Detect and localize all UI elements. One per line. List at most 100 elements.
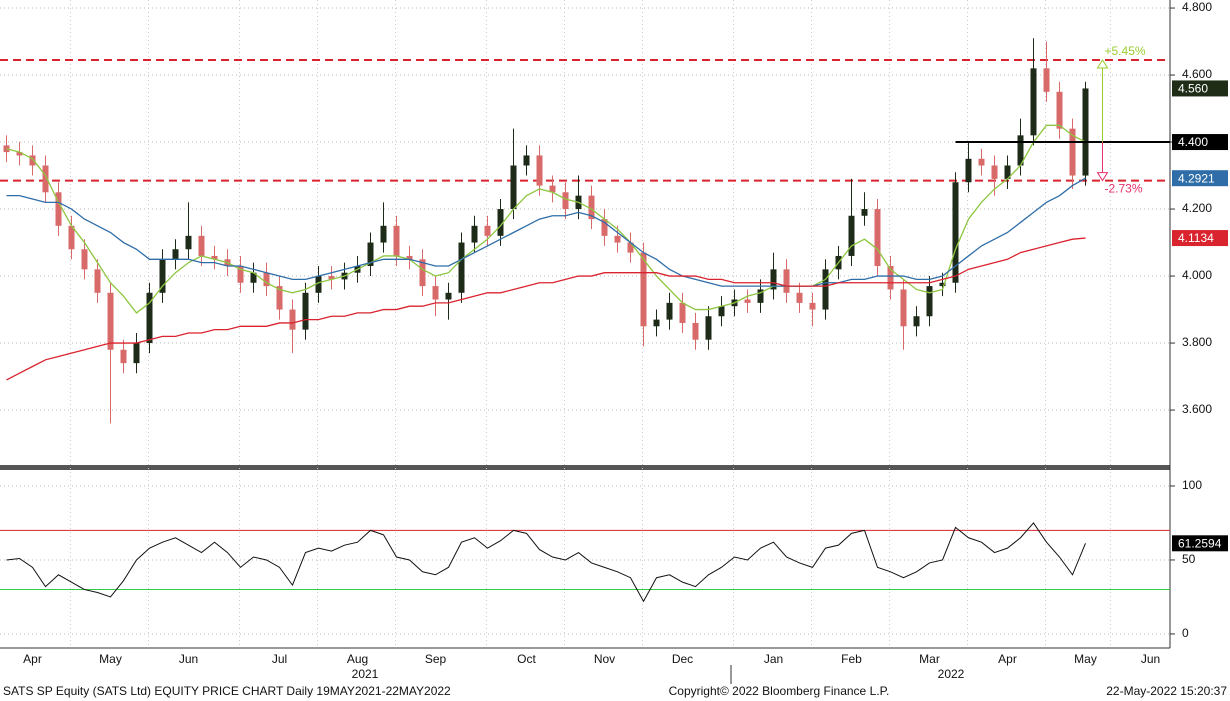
x-tick-label: Oct [517,652,536,666]
candle-body [367,242,374,267]
x-tick-label: Aug [347,652,368,666]
x-tick-label: Jul [272,652,287,666]
candle-body [497,209,504,236]
line [6,124,1086,314]
panel-separator [0,465,1170,470]
candle-body [679,302,686,323]
candle-body [744,299,751,303]
candle-body [302,292,309,330]
year-label: 2022 [938,667,965,681]
value-label-box [1172,535,1228,552]
year-label: 2021 [352,667,379,681]
candle-body [263,272,270,287]
candle-body [913,316,920,327]
y-tick-label: 4.200 [1182,201,1212,215]
x-tick-label: May [99,652,122,666]
y-tick-label: 50 [1182,552,1196,566]
candle-body [120,349,127,364]
x-tick-label: Feb [841,652,862,666]
y-tick-label: 3.600 [1182,402,1212,416]
candle-body [380,225,387,243]
candle-body [484,225,491,236]
candle-body [822,269,829,310]
value-label: 4.400 [1178,135,1208,149]
range-arrow-head [1096,172,1109,182]
candle-body [783,269,790,293]
x-tick-label: Nov [594,652,615,666]
candle-body [965,158,972,183]
candle-body [172,249,179,260]
value-label: 4.2921 [1178,171,1215,185]
candle-body [211,255,218,260]
candle-body [81,249,88,270]
value-label-box [1172,230,1228,247]
candle-body [159,259,166,293]
candle-body [406,255,413,260]
candle-body [55,192,62,226]
candle-body [237,266,244,283]
x-tick-label: Mar [919,652,940,666]
x-tick-label: Dec [672,652,693,666]
value-label-box [1172,80,1228,97]
candle-body [1082,88,1089,176]
x-tick-label: Apr [998,652,1017,666]
candle-body [536,155,543,186]
range-label: +5.45% [1105,44,1146,58]
candle-body [276,286,283,310]
y-tick-label: 4.600 [1182,67,1212,81]
candle-body [185,235,192,250]
value-label-box [1172,134,1228,151]
candle-body [471,225,478,243]
candle-body [16,152,23,156]
candle-body [796,292,803,303]
candle-body [1030,68,1037,136]
candle-body [770,269,777,290]
x-tick-label: May [1074,652,1097,666]
footer-right: 22-May-2022 15:20:37 [1106,684,1227,698]
candle-body [562,192,569,210]
candle-body [549,185,556,193]
candle-body [523,155,530,166]
value-label-box [1172,170,1228,187]
candle-body [445,292,452,300]
candle-body [68,225,75,250]
candle-body [705,316,712,340]
candle-body [887,266,894,290]
range-arrow-head [1096,59,1109,69]
candle-body [809,302,816,310]
x-tick-label: Jun [1141,652,1160,666]
candle-body [588,195,595,220]
candle-body [653,319,660,327]
footer-center: Copyright© 2022 Bloomberg Finance L.P. [669,684,890,698]
candle-body [42,165,49,193]
candle-body [952,182,959,283]
candle-body [250,272,257,283]
range-label: -2.73% [1105,182,1143,196]
candle-body [133,343,140,364]
y-tick-label: 100 [1182,478,1202,492]
candle-body [146,292,153,344]
line [6,522,1086,603]
candle-body [432,286,439,300]
candle-body [289,309,296,330]
x-tick-label: Jan [764,652,783,666]
y-tick-label: 4.800 [1182,0,1212,14]
candle-body [94,269,101,293]
candle-body [1004,165,1011,179]
value-label: 61.2594 [1178,536,1222,550]
line [6,237,1086,381]
candle-body [692,322,699,340]
candle-body [198,235,205,256]
x-tick-label: Apr [23,652,42,666]
candle-body [328,276,335,280]
candle-body [1069,128,1076,176]
candle-body [939,282,946,287]
candle-body [666,302,673,320]
candle-body [107,292,114,350]
candle-body [393,225,400,256]
candle-body [978,158,985,166]
candle-body [848,215,855,256]
candle-body [640,252,647,327]
candle-body [718,306,725,317]
